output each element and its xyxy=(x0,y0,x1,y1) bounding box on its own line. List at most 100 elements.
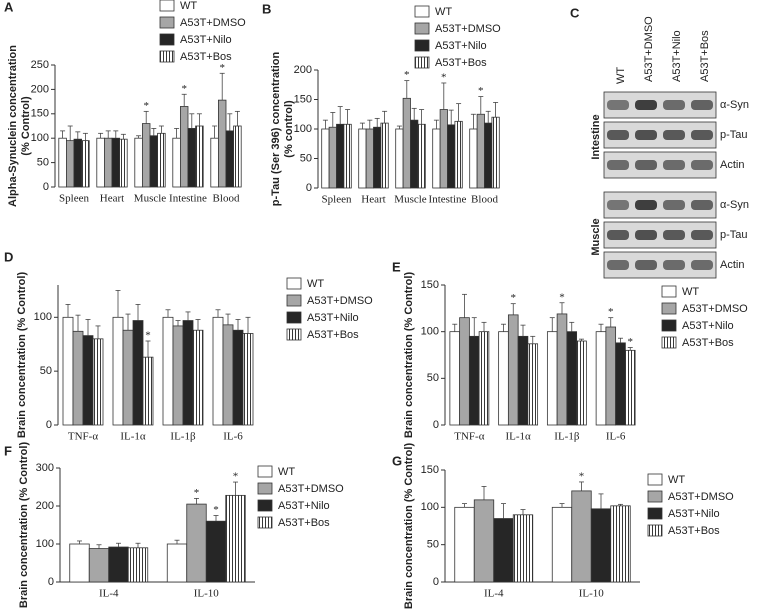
error-bar xyxy=(225,313,231,325)
legend-label: A53T+DMSO xyxy=(668,491,734,503)
blot-band xyxy=(691,200,713,210)
error-bar xyxy=(120,133,126,140)
error-bar xyxy=(115,289,121,318)
legend-swatch xyxy=(159,0,175,12)
error-bar xyxy=(145,340,151,358)
legend-label: WT xyxy=(180,0,197,12)
error-bar xyxy=(227,113,233,131)
bar xyxy=(556,313,568,426)
error-bar xyxy=(456,103,462,122)
legend-swatch xyxy=(414,5,430,18)
error-bar xyxy=(608,317,614,327)
legend-label: A53T+Bos xyxy=(682,337,734,349)
tissue-label: Intestine xyxy=(590,114,602,159)
significance-mark: * xyxy=(579,470,585,482)
bar xyxy=(605,326,617,426)
bar xyxy=(321,128,330,189)
bar xyxy=(72,330,84,426)
y-axis-label: Brain concentration (% Control) xyxy=(18,442,30,609)
legend-label: WT xyxy=(682,286,699,298)
y-tick-label: 100 xyxy=(294,123,312,135)
y-tick-label: 50 xyxy=(427,539,439,551)
error-bar xyxy=(75,314,81,332)
blot-band xyxy=(607,100,629,110)
error-bar xyxy=(478,96,484,115)
legend-label: A53T+Nilo xyxy=(180,34,232,46)
legend-swatch xyxy=(661,336,677,349)
bar xyxy=(402,97,411,189)
panel-label: A xyxy=(4,0,14,14)
error-bar xyxy=(234,110,240,126)
bar xyxy=(459,317,470,426)
x-tick-label: IL-10 xyxy=(194,588,220,600)
legend-swatch xyxy=(647,473,663,486)
error-bar xyxy=(322,119,328,129)
error-bar xyxy=(212,125,218,139)
bar xyxy=(410,119,419,189)
error-bar xyxy=(165,309,171,318)
y-tick-label: 0 xyxy=(433,419,439,431)
lane-label: WT xyxy=(615,67,627,84)
error-bar xyxy=(598,493,604,509)
legend-swatch xyxy=(257,482,273,495)
lane-label: A53T+Bos xyxy=(699,30,711,82)
error-bar xyxy=(510,303,516,315)
panel-label: G xyxy=(392,453,402,468)
bar xyxy=(566,331,578,426)
bar xyxy=(149,135,158,188)
bar xyxy=(328,126,337,189)
error-bar xyxy=(65,303,71,318)
legend-label: A53T+Nilo xyxy=(435,40,487,52)
error-bar xyxy=(579,481,584,491)
bar xyxy=(551,506,573,583)
bar xyxy=(69,543,90,583)
legend-swatch xyxy=(286,294,302,307)
error-bar xyxy=(382,110,388,124)
bar xyxy=(134,137,143,188)
error-bar xyxy=(559,503,565,508)
x-tick-label: IL-1α xyxy=(505,431,531,443)
bar xyxy=(172,137,181,188)
error-bar xyxy=(419,109,425,125)
x-tick-label: IL-1β xyxy=(170,431,196,443)
bar xyxy=(112,316,124,426)
error-bar xyxy=(359,122,365,129)
bar xyxy=(365,128,374,189)
error-bar xyxy=(598,323,604,332)
legend-swatch xyxy=(286,311,302,324)
bar xyxy=(232,329,244,426)
error-bar xyxy=(367,119,373,129)
y-tick-label: 100 xyxy=(421,326,439,338)
legend-swatch xyxy=(414,22,430,35)
bar xyxy=(449,331,461,426)
bar xyxy=(417,123,426,189)
x-tick-label: IL-1α xyxy=(120,431,146,443)
error-bar xyxy=(233,481,238,496)
error-bar xyxy=(174,128,180,139)
legend-label: A53T+DMSO xyxy=(682,303,748,315)
error-bar xyxy=(125,313,131,331)
bar xyxy=(119,138,128,188)
error-bar xyxy=(471,317,477,337)
blot-band xyxy=(635,260,657,270)
significance-mark: * xyxy=(219,62,225,74)
y-tick-label: 250 xyxy=(31,59,49,71)
bar xyxy=(590,508,612,583)
bar xyxy=(58,137,67,188)
bar xyxy=(380,122,389,189)
band-label: Actin xyxy=(720,259,744,271)
error-bar xyxy=(143,110,149,124)
blot-band xyxy=(691,260,713,270)
bar xyxy=(66,140,75,188)
error-bar xyxy=(618,503,623,506)
blot-band xyxy=(607,260,629,270)
bar xyxy=(624,349,636,426)
x-tick-label: Heart xyxy=(361,194,385,206)
legend-swatch xyxy=(286,328,302,341)
legend-swatch xyxy=(257,499,273,512)
y-tick-label: 200 xyxy=(294,64,312,76)
legend-label: WT xyxy=(435,6,452,18)
error-bar xyxy=(95,325,101,339)
error-bar xyxy=(158,125,164,134)
